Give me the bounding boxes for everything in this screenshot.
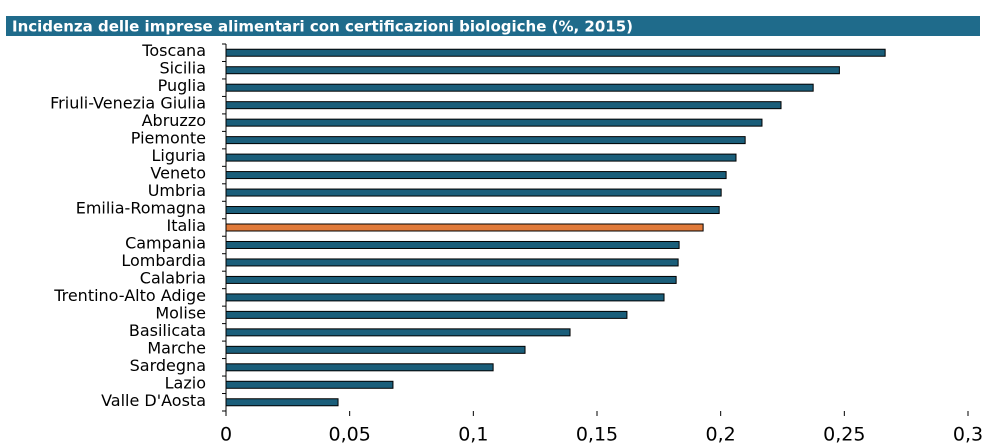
bar [225,240,680,249]
y-tick-label: Calabria [140,268,206,287]
y-tick-label: Trentino-Alto Adige [53,286,206,305]
bar [225,328,571,337]
bar [225,171,727,180]
bar [225,101,782,110]
y-tick-label: Liguria [152,146,206,165]
bar [225,380,394,389]
bar [225,363,494,372]
x-tick-label: 0,05 [329,424,371,446]
y-tick-label: Marche [147,338,206,357]
bar [225,310,628,319]
y-tick-label: Campania [125,233,206,252]
bar [225,293,665,302]
bar [225,118,763,127]
bar [225,206,720,215]
bar [225,275,677,284]
y-tick-label: Emilia-Romagna [76,199,206,218]
chart-title: Incidenza delle imprese alimentari con c… [12,18,633,36]
x-tick-label: 0 [220,424,232,446]
bar [225,258,679,267]
y-tick-label: Puglia [158,76,206,95]
y-tick-label: Sardegna [130,356,206,375]
bar [225,188,722,197]
y-tick-label: Lazio [165,373,206,392]
y-tick-label: Molise [155,303,206,322]
y-tick-label: Veneto [150,164,206,183]
y-tick-label: Valle D'Aosta [101,391,206,410]
y-tick-label: Italia [167,216,207,235]
y-tick-label: Toscana [141,41,206,60]
y-tick-label: Sicilia [159,59,206,78]
x-tick-label: 0,1 [458,424,488,446]
bar [225,83,814,92]
x-tick-label: 0,2 [706,424,736,446]
bar [225,223,704,232]
y-tick-label: Friuli-Venezia Giulia [50,94,206,113]
y-tick-label: Lombardia [121,251,206,270]
bar [225,66,840,75]
x-tick-label: 0,25 [823,424,865,446]
bar [225,153,737,162]
y-tick-label: Umbria [148,181,206,200]
title-bar [6,16,980,36]
y-tick-label: Abruzzo [142,111,206,130]
bar [225,398,339,407]
bar [225,345,526,354]
x-tick-label: 0,3 [953,424,983,446]
y-tick-label: Piemonte [131,129,206,148]
bar [225,48,886,57]
x-tick-label: 0,15 [576,424,618,446]
bar [225,136,746,145]
y-tick-label: Basilicata [129,321,206,340]
